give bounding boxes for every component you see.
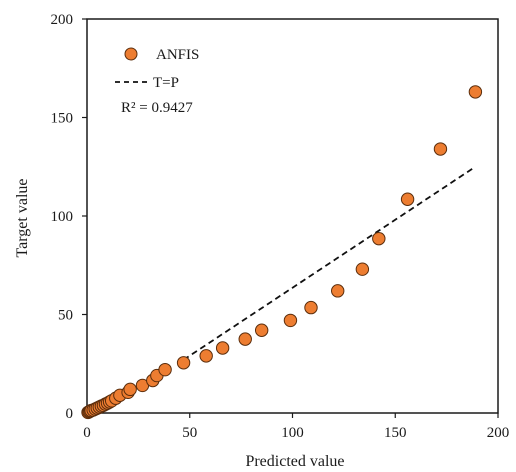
- data-point: [331, 284, 345, 298]
- x-tick-label: 50: [182, 425, 197, 441]
- plot-frame: [86, 18, 499, 414]
- fit-line-layer: [183, 165, 476, 361]
- y-tick-label: 0: [66, 406, 74, 422]
- legend-label-tp: T=P: [153, 75, 179, 91]
- axis-tick-labels: 0 50 100 150 200 0 50 100 150 200: [51, 12, 510, 441]
- data-point: [400, 192, 415, 206]
- y-tick-label: 150: [51, 111, 74, 127]
- y-tick-label: 100: [51, 209, 74, 225]
- data-point: [215, 341, 230, 355]
- legend: ANFIS T=P R² = 0.9427: [115, 47, 199, 116]
- data-point: [238, 332, 252, 346]
- data-point: [372, 231, 386, 246]
- x-tick-label: 150: [384, 425, 407, 441]
- x-tick-label: 200: [487, 425, 510, 441]
- y-axis-title: Target value: [14, 179, 31, 258]
- x-tick-label: 0: [83, 425, 91, 441]
- data-point: [123, 382, 137, 397]
- y-tick-label: 200: [51, 12, 74, 28]
- data-point: [468, 85, 483, 99]
- fit-line: [183, 165, 476, 361]
- legend-marker-anfis: [124, 47, 138, 61]
- data-point: [158, 362, 172, 377]
- plot-area: [86, 18, 499, 414]
- data-point: [199, 349, 213, 363]
- y-tick-label: 50: [58, 308, 73, 324]
- legend-label-anfis: ANFIS: [156, 47, 199, 63]
- scatter-points: [81, 85, 483, 420]
- data-point: [283, 313, 298, 328]
- data-point: [433, 142, 448, 156]
- x-axis-title: Predicted value: [245, 453, 344, 470]
- r-squared-annotation: R² = 0.9427: [121, 100, 193, 116]
- x-tick-label: 100: [281, 425, 304, 441]
- data-point: [176, 356, 191, 370]
- data-point: [304, 300, 318, 315]
- data-point: [355, 262, 370, 276]
- data-point: [254, 323, 269, 337]
